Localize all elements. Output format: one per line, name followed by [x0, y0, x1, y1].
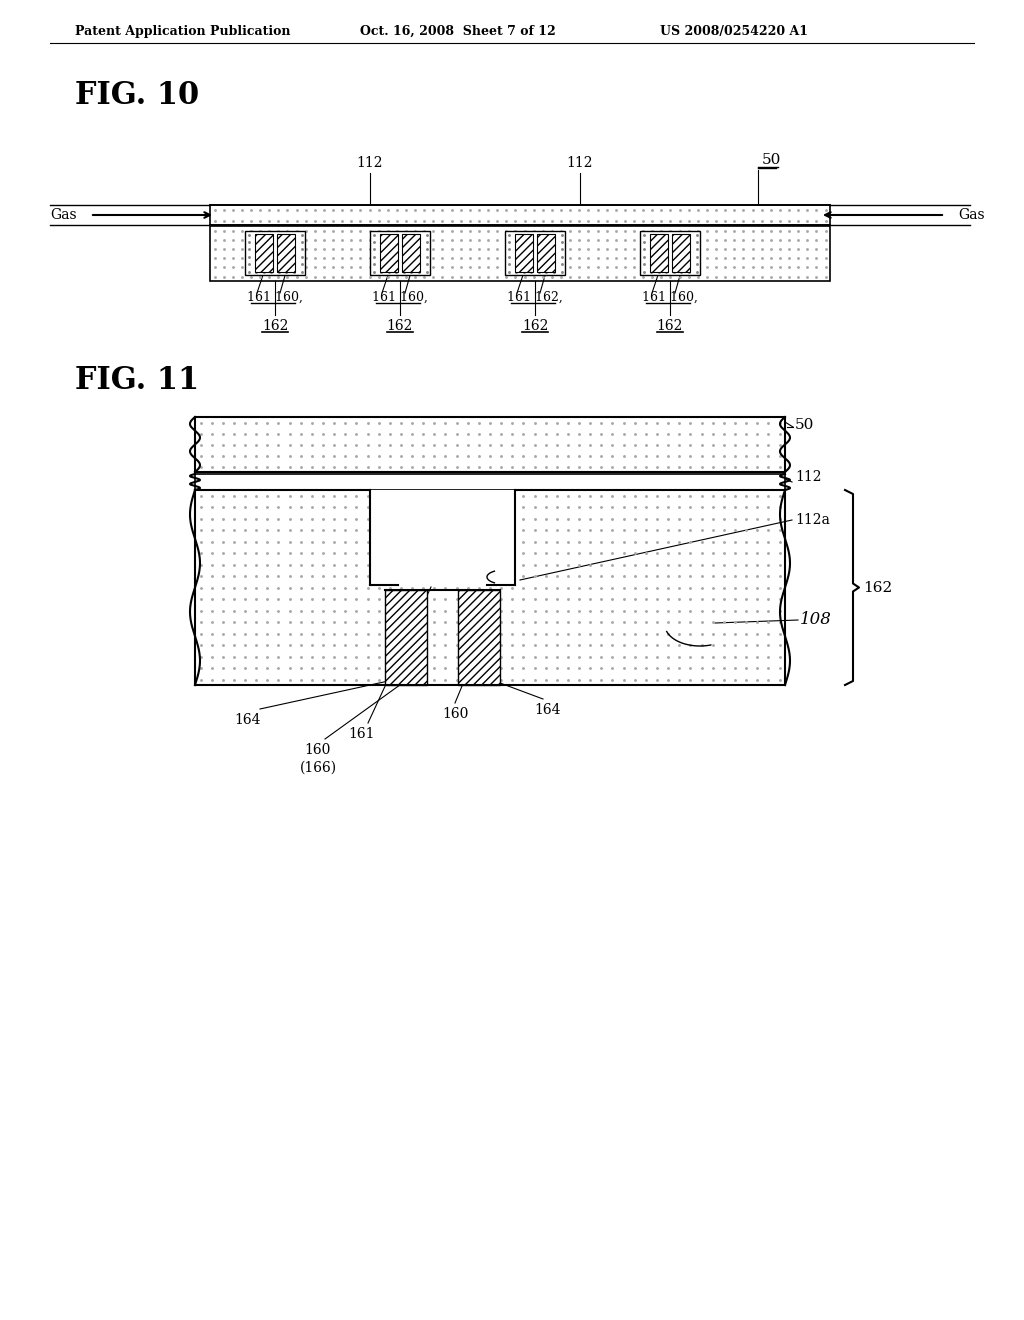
Text: 160: 160 [305, 743, 331, 756]
Text: 160: 160 [441, 708, 468, 721]
Text: 50: 50 [795, 418, 814, 432]
Text: 164: 164 [535, 704, 561, 717]
Bar [370, 231, 430, 275]
Text: FIG. 11: FIG. 11 [75, 366, 199, 396]
Bar [650, 234, 668, 272]
Bar [402, 234, 420, 272]
Text: 112: 112 [795, 470, 821, 484]
Text: 161 162,: 161 162, [507, 290, 563, 304]
Bar [245, 231, 305, 275]
Text: 161 160,: 161 160, [247, 290, 303, 304]
Bar [210, 205, 830, 224]
Bar [385, 590, 427, 685]
Bar [515, 234, 534, 272]
Bar [380, 234, 398, 272]
Text: 164: 164 [234, 713, 261, 727]
Bar [672, 234, 690, 272]
Text: 108: 108 [800, 611, 831, 628]
Text: 162: 162 [863, 581, 892, 594]
Text: Oct. 16, 2008  Sheet 7 of 12: Oct. 16, 2008 Sheet 7 of 12 [360, 25, 556, 38]
Text: Gas: Gas [50, 209, 77, 222]
Text: Gas: Gas [958, 209, 985, 222]
Text: 50: 50 [762, 153, 781, 168]
Bar [640, 231, 700, 275]
Text: US 2008/0254220 A1: US 2008/0254220 A1 [660, 25, 808, 38]
Text: 162: 162 [522, 319, 548, 333]
Text: (166): (166) [299, 762, 337, 775]
Text: 161 160,: 161 160, [372, 290, 428, 304]
Text: FIG. 10: FIG. 10 [75, 81, 199, 111]
Bar [537, 234, 555, 272]
Bar [370, 490, 515, 585]
Text: 112: 112 [566, 156, 593, 170]
Text: 161: 161 [349, 727, 375, 741]
Bar [458, 590, 500, 685]
Text: 112: 112 [356, 156, 383, 170]
Text: 162: 162 [387, 319, 414, 333]
Text: Patent Application Publication: Patent Application Publication [75, 25, 291, 38]
Text: 161 160,: 161 160, [642, 290, 698, 304]
Bar [195, 490, 785, 685]
Bar [505, 231, 565, 275]
Bar [255, 234, 273, 272]
Bar [195, 417, 785, 473]
Text: 162: 162 [656, 319, 683, 333]
Text: 162: 162 [262, 319, 288, 333]
Bar [195, 474, 785, 490]
Text: 112a: 112a [795, 513, 829, 527]
Bar [278, 234, 295, 272]
Bar [210, 226, 830, 281]
